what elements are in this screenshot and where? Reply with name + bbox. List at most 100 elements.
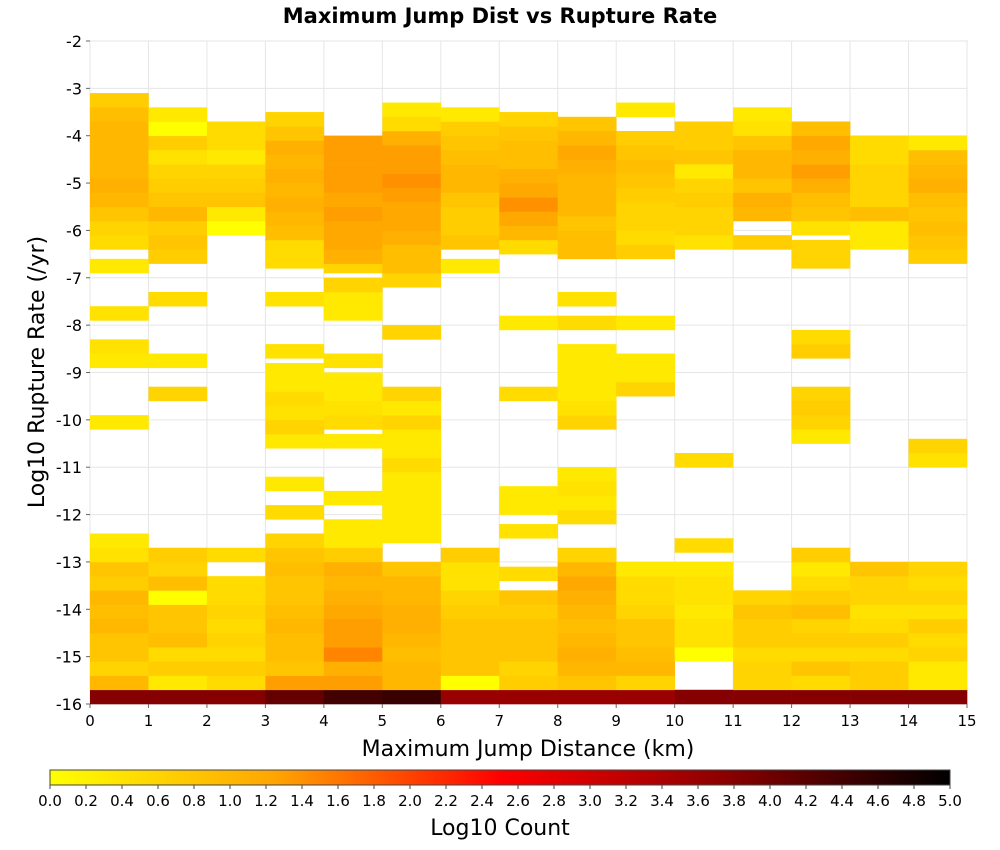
heatmap-cell	[499, 632, 559, 648]
heatmap-cell	[733, 647, 792, 662]
x-tick-label: 10	[665, 712, 684, 730]
heatmap-cell	[148, 149, 208, 165]
colorbar-tick-label: 4.8	[902, 792, 926, 810]
heatmap-cell	[557, 173, 617, 189]
heatmap-cell	[265, 576, 325, 591]
heatmap-cell	[323, 533, 383, 549]
heatmap-cell	[557, 202, 617, 217]
heatmap-cell	[382, 230, 442, 245]
heatmap-cell	[148, 561, 208, 577]
heatmap-cell	[791, 254, 851, 269]
heatmap-cell	[382, 216, 442, 231]
colorbar-tick-label: 2.0	[398, 792, 422, 810]
x-tick-label: 13	[841, 712, 860, 730]
heatmap-cell	[557, 509, 617, 525]
y-tick-label: -4	[66, 127, 82, 146]
heatmap-cell	[382, 471, 442, 487]
heatmap-cell	[206, 178, 266, 193]
heatmap-cell	[440, 561, 500, 577]
heatmap-cell	[616, 353, 675, 369]
heatmap-cell	[90, 206, 149, 222]
heatmap-cell	[850, 220, 909, 236]
colorbar-tick-label: 1.2	[254, 792, 278, 810]
heatmap-cell	[499, 689, 559, 705]
heatmap-cell	[382, 457, 442, 473]
colorbar-tick-label: 2.2	[434, 792, 458, 810]
heatmap-cell	[148, 291, 208, 307]
heatmap-cell	[791, 164, 851, 179]
heatmap-cell	[733, 590, 792, 605]
heatmap-cell	[791, 386, 851, 402]
heatmap-cell	[908, 220, 968, 236]
heatmap-cell	[148, 647, 208, 662]
heatmap-cell	[674, 618, 734, 634]
heatmap-cell	[674, 178, 734, 193]
y-tick-label: -15	[56, 648, 82, 667]
heatmap-cell	[499, 197, 559, 212]
heatmap-cell	[616, 689, 675, 705]
heatmap-cell	[265, 505, 325, 520]
heatmap-cell	[440, 192, 500, 208]
heatmap-cell	[265, 419, 325, 435]
heatmap-cell	[616, 159, 675, 174]
heatmap-cell	[557, 675, 617, 691]
heatmap-cell	[382, 576, 442, 591]
heatmap-cell	[908, 590, 968, 605]
heatmap-cell	[908, 438, 968, 454]
heatmap-cell	[791, 220, 851, 236]
heatmap-cell	[791, 135, 851, 151]
heatmap-cell	[791, 400, 851, 416]
heatmap-cell	[148, 675, 208, 691]
heatmap-cell	[265, 647, 325, 662]
x-tick-label: 3	[261, 712, 271, 730]
heatmap-cell	[733, 632, 792, 648]
heatmap-cell	[791, 192, 851, 208]
heatmap-cell	[499, 315, 559, 331]
y-tick-label: -7	[66, 269, 82, 288]
heatmap-cell	[616, 590, 675, 605]
heatmap-cell	[265, 547, 325, 563]
y-tick-label: -16	[56, 695, 82, 714]
y-tick-label: -10	[56, 411, 82, 430]
y-tick-label: -3	[66, 79, 82, 98]
heatmap-cell	[90, 618, 149, 634]
heatmap-cell	[557, 130, 617, 146]
heatmap-cell	[557, 145, 617, 160]
heatmap-cell	[499, 126, 559, 141]
heatmap-cell	[908, 206, 968, 222]
heatmap-cell	[440, 206, 500, 222]
heatmap-cell	[148, 121, 208, 137]
heatmap-cell	[850, 604, 909, 620]
heatmap-cell	[674, 453, 734, 468]
y-tick-label: -11	[56, 458, 82, 477]
heatmap-cell	[382, 102, 442, 118]
colorbar-tick-label: 1.6	[326, 792, 350, 810]
heatmap-cell	[791, 561, 851, 577]
heatmap-cell	[440, 258, 500, 274]
heatmap-cell	[382, 429, 442, 444]
heatmap-cell	[733, 178, 792, 193]
heatmap-cell	[440, 647, 500, 662]
heatmap-cell	[90, 661, 149, 676]
heatmap-cell	[674, 538, 734, 553]
heatmap-cell	[557, 358, 617, 373]
heatmap-cell	[616, 216, 675, 231]
heatmap-cell	[908, 453, 968, 468]
heatmap-cell	[908, 235, 968, 250]
heatmap-cell	[616, 173, 675, 189]
heatmap-cell	[499, 140, 559, 155]
heatmap-cell	[557, 590, 617, 605]
heatmap-cell	[733, 149, 792, 165]
heatmap-cell	[265, 675, 325, 691]
heatmap-cell	[850, 661, 909, 676]
heatmap-cell	[323, 547, 383, 563]
heatmap-cell	[440, 604, 500, 620]
heatmap-cell	[323, 632, 383, 648]
colorbar-tick-label: 4.4	[830, 792, 854, 810]
heatmap-cell	[440, 689, 500, 705]
heatmap-cell	[674, 149, 734, 165]
heatmap-cell	[791, 206, 851, 222]
heatmap-cell	[557, 315, 617, 331]
colorbar-tick-label: 0.0	[38, 792, 62, 810]
heatmap-cell	[382, 661, 442, 676]
